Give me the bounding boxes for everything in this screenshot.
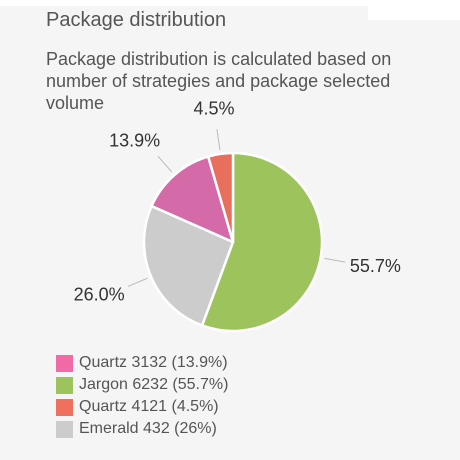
legend-item-2[interactable]: Quartz 4121 (4.5%) <box>56 396 228 418</box>
pie-leader-line-1 <box>127 277 148 287</box>
pie-data-label-0: 55.7% <box>350 256 401 276</box>
legend-label: Emerald 432 (26%) <box>79 420 217 437</box>
pie-leader-line-2 <box>157 155 173 173</box>
pie-slice-0[interactable] <box>200 151 324 333</box>
legend-label: Quartz 4121 (4.5%) <box>79 398 219 415</box>
top-corner <box>368 0 460 20</box>
legend-label: Jargon 6232 (55.7%) <box>79 376 229 393</box>
legend-label: Quartz 3132 (13.9%) <box>79 354 228 371</box>
legend-item-1[interactable]: Jargon 6232 (55.7%) <box>56 374 228 396</box>
legend-swatch <box>56 420 73 438</box>
top-strip <box>0 0 460 6</box>
chart-subtitle: Package distribution is calculated based… <box>46 49 392 113</box>
legend-swatch <box>56 398 73 416</box>
legend-swatch <box>56 354 73 372</box>
legend-item-0[interactable]: Quartz 3132 (13.9%) <box>56 352 228 374</box>
pie-data-label-3: 4.5% <box>193 98 234 118</box>
pie-leader-line-0 <box>324 257 346 263</box>
pie-slice-3[interactable] <box>206 151 235 244</box>
chart-title: Package distribution <box>46 9 227 31</box>
legend-swatch <box>56 376 73 394</box>
legend-item-3[interactable]: Emerald 432 (26%) <box>56 418 228 440</box>
pie-slice-1[interactable] <box>142 204 235 327</box>
chart-legend: Quartz 3132 (13.9%) Jargon 6232 (55.7%) Qu… <box>56 352 228 440</box>
pie-leader-line-3 <box>216 129 221 151</box>
pie-slice-2[interactable] <box>150 155 235 244</box>
pie-data-label-1: 26.0% <box>74 285 125 305</box>
pie-data-label-2: 13.9% <box>109 130 160 150</box>
